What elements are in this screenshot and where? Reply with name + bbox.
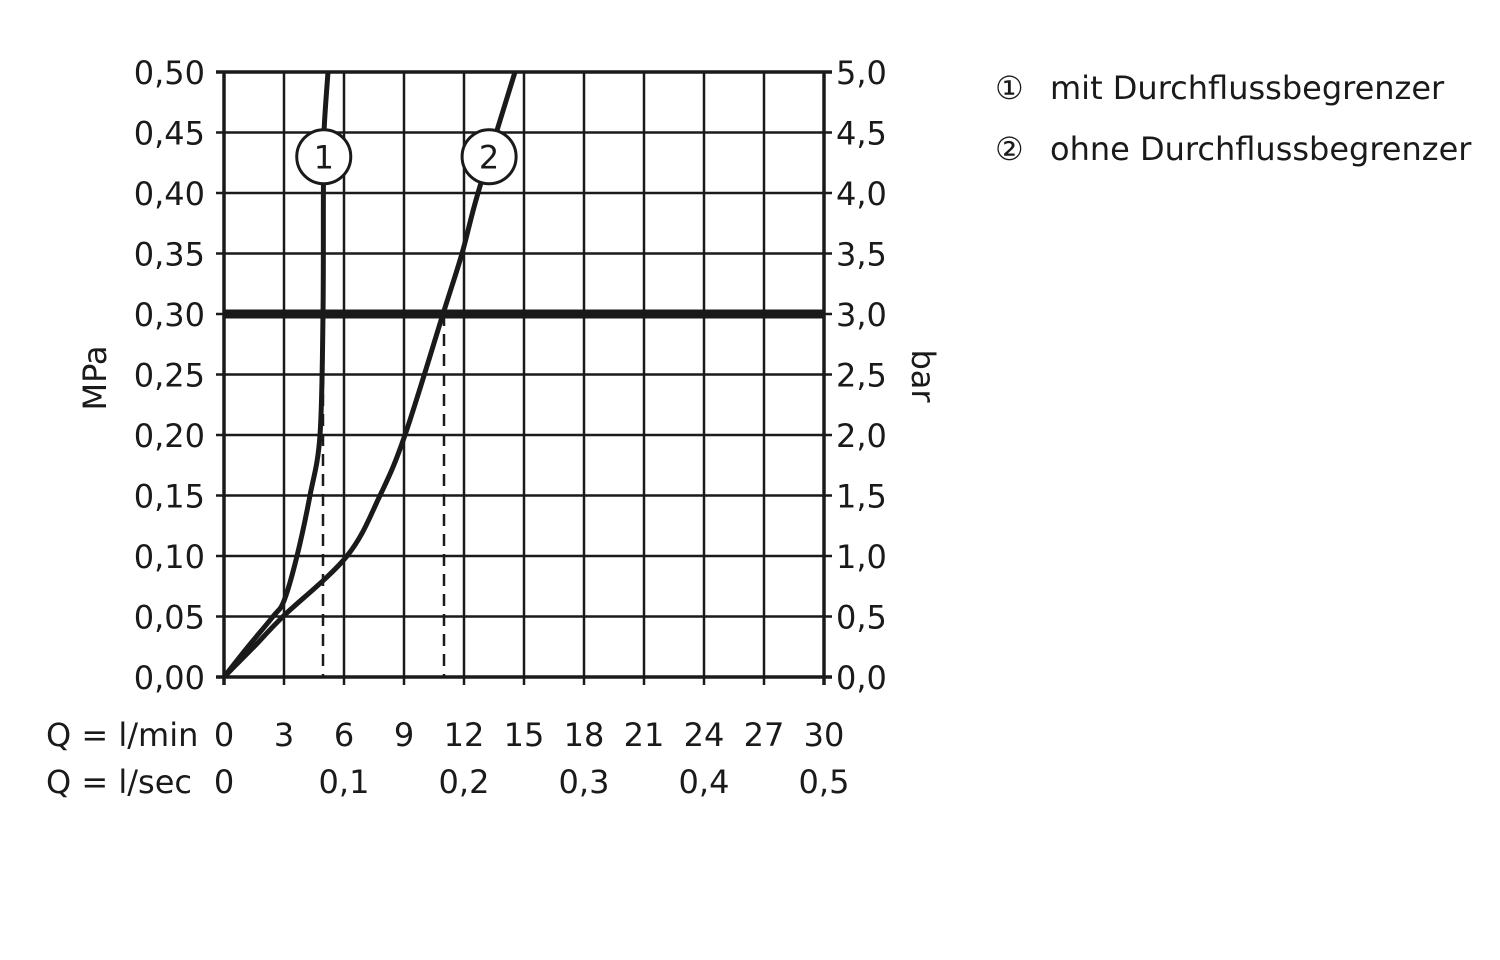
y-tick-left: 0,20 xyxy=(134,417,205,455)
y-tick-left: 0,05 xyxy=(134,599,205,637)
y-tick-left: 0,30 xyxy=(134,296,205,334)
x-tick-lmin: 0 xyxy=(214,716,234,754)
x-tick-lmin: 6 xyxy=(334,716,354,754)
y-axis-label-left: MPa xyxy=(76,345,114,410)
x-tick-lmin: 12 xyxy=(444,716,485,754)
y-tick-right: 4,0 xyxy=(836,175,887,213)
y-tick-left: 0,25 xyxy=(134,357,205,395)
x-tick-lsec: 0,5 xyxy=(799,763,850,801)
y-tick-right: 2,0 xyxy=(836,417,887,455)
y-tick-left: 0,10 xyxy=(134,538,205,576)
y-tick-right: 0,5 xyxy=(836,599,887,637)
x-tick-lmin: 3 xyxy=(274,716,294,754)
legend-text-1: mit Durchflussbegrenzer xyxy=(1050,69,1445,107)
x-axis-label-lsec: Q = l/sec xyxy=(46,763,192,801)
y-tick-left: 0,00 xyxy=(134,659,205,697)
x-tick-lmin: 15 xyxy=(504,716,545,754)
x-tick-lmin: 27 xyxy=(744,716,785,754)
x-tick-lsec: 0,2 xyxy=(439,763,490,801)
y-tick-right: 3,5 xyxy=(836,236,887,274)
y-tick-right: 2,5 xyxy=(836,357,887,395)
y-tick-right: 0,0 xyxy=(836,659,887,697)
y-tick-right: 1,5 xyxy=(836,478,887,516)
x-tick-lmin: 9 xyxy=(394,716,414,754)
series-label-1: 1 xyxy=(314,139,334,177)
x-tick-lmin: 18 xyxy=(564,716,605,754)
y-tick-left: 0,15 xyxy=(134,478,205,516)
series-label-2: 2 xyxy=(479,139,499,177)
x-tick-lmin: 30 xyxy=(804,716,845,754)
y-tick-left: 0,40 xyxy=(134,175,205,213)
x-axis-label-lmin: Q = l/min xyxy=(46,716,198,754)
ticks: 0 3 6 9 12 15 18 21 24 27 300 0,1 0,2 0,3 0,4 0,50,00 0,… xyxy=(134,54,887,801)
legend-text-2: ohne Durchflussbegrenzer xyxy=(1050,130,1472,168)
y-tick-right: 5,0 xyxy=(836,54,887,92)
y-tick-left: 0,35 xyxy=(134,236,205,274)
legend-symbol-2: ② xyxy=(995,130,1024,168)
x-tick-lmin: 24 xyxy=(684,716,725,754)
series-label-circle-1 xyxy=(295,128,353,186)
series-label-circle-2 xyxy=(460,128,518,186)
y-tick-right: 3,0 xyxy=(836,296,887,334)
x-tick-lmin: 21 xyxy=(624,716,665,754)
series-line-2 xyxy=(222,71,518,679)
legend: ① mit Durchflussbegrenzer ② ohne Durchfl… xyxy=(995,69,1472,168)
legend-symbol-1: ① xyxy=(995,69,1024,107)
y-tick-right: 1,0 xyxy=(836,538,887,576)
x-tick-lsec: 0,3 xyxy=(559,763,610,801)
x-tick-lsec: 0,1 xyxy=(319,763,370,801)
y-tick-left: 0,50 xyxy=(134,54,205,92)
y-axis-label-right: bar xyxy=(904,349,942,403)
x-tick-lsec: 0,4 xyxy=(679,763,730,801)
y-tick-left: 0,45 xyxy=(134,115,205,153)
y-tick-right: 4,5 xyxy=(836,115,887,153)
x-tick-lsec: 0 xyxy=(214,763,234,801)
